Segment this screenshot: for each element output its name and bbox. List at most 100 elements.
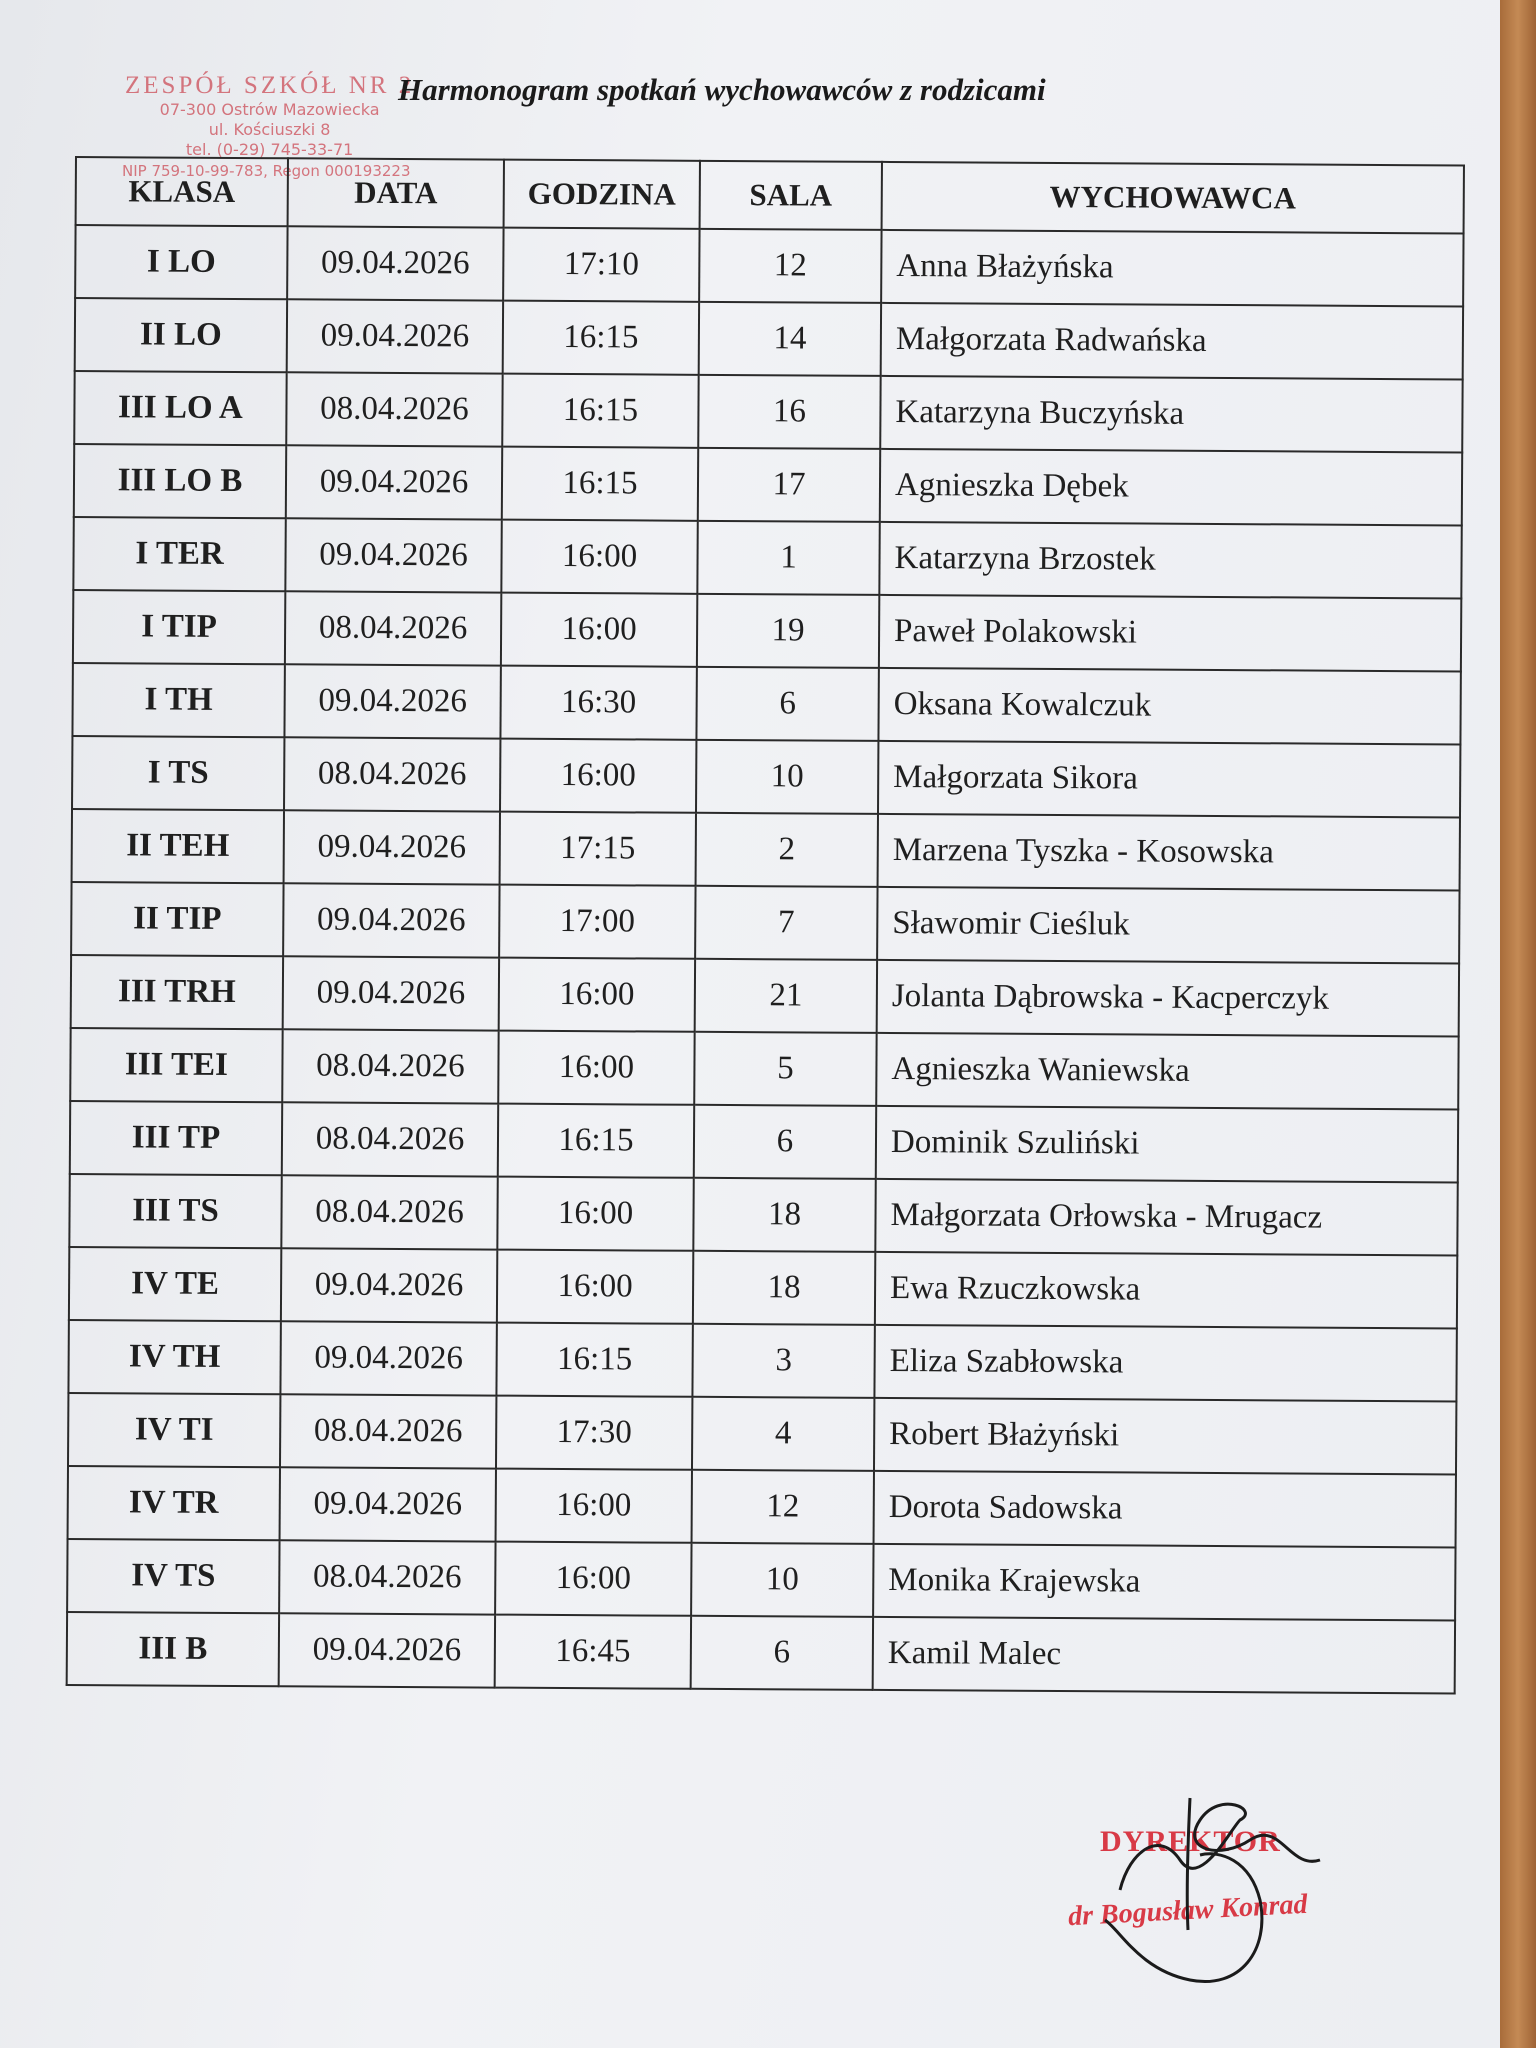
cell-klasa: IV TH bbox=[68, 1319, 281, 1395]
header-wychowawca: WYCHOWAWCA bbox=[881, 161, 1464, 234]
table-header-row: KLASA DATA GODZINA SALA WYCHOWAWCA bbox=[75, 157, 1464, 234]
cell-sala: 19 bbox=[696, 593, 880, 668]
stamp-street: ul. Kościuszki 8 bbox=[208, 120, 331, 139]
cell-klasa: III B bbox=[66, 1611, 280, 1687]
cell-wychowawca: Paweł Polakowski bbox=[878, 594, 1462, 672]
school-stamp: ZESPÓŁ SZKÓŁ NR 2 07-300 Ostrów Mazowiec… bbox=[122, 72, 415, 180]
cell-wychowawca: Sławomir Cieśluk bbox=[877, 886, 1460, 964]
cell-wychowawca: Katarzyna Buczyńska bbox=[880, 375, 1463, 453]
cell-godzina: 16:00 bbox=[495, 1541, 692, 1616]
stamp-school-name: ZESPÓŁ SZKÓŁ NR 2 bbox=[125, 72, 415, 99]
table-row: II TIP 09.04.2026 17:00 7 Sławomir Cieśluk bbox=[71, 881, 1460, 964]
cell-data: 08.04.2026 bbox=[279, 1540, 496, 1615]
cell-klasa: II TIP bbox=[71, 881, 284, 957]
cell-klasa: III TS bbox=[69, 1173, 282, 1249]
handwritten-signature bbox=[1104, 1797, 1321, 1983]
cell-data: 09.04.2026 bbox=[279, 1467, 496, 1542]
table-row: III LO A 08.04.2026 16:15 16 Katarzyna Buczy… bbox=[74, 371, 1463, 453]
cell-data: 08.04.2026 bbox=[281, 1175, 498, 1250]
table-row: III TP 08.04.2026 16:15 6 Dominik Szuliński bbox=[69, 1100, 1459, 1183]
cell-klasa: III LO A bbox=[74, 371, 287, 446]
table-row: III TEI 08.04.2026 16:00 5 Agnieszka Waniews… bbox=[70, 1027, 1459, 1110]
cell-klasa: IV TI bbox=[67, 1392, 281, 1468]
cell-wychowawca: Agnieszka Waniewska bbox=[876, 1032, 1459, 1110]
cell-data: 09.04.2026 bbox=[284, 664, 501, 739]
cell-sala: 2 bbox=[695, 812, 878, 887]
stamp-city: 07-300 Ostrów Mazowiecka bbox=[159, 100, 380, 119]
cell-klasa: IV TR bbox=[67, 1465, 280, 1541]
wooden-surface bbox=[1500, 0, 1536, 2048]
cell-godzina: 17:10 bbox=[503, 227, 700, 302]
cell-godzina: 16:15 bbox=[501, 446, 699, 521]
cell-data: 09.04.2026 bbox=[280, 1248, 498, 1323]
table-row: IV TR 09.04.2026 16:00 12 Dorota Sadowska bbox=[67, 1465, 1456, 1548]
cell-sala: 14 bbox=[698, 301, 882, 376]
cell-godzina: 16:15 bbox=[502, 300, 700, 375]
cell-klasa: IV TE bbox=[68, 1246, 282, 1322]
cell-wychowawca: Jolanta Dąbrowska - Kacperczyk bbox=[876, 959, 1460, 1037]
cell-klasa: I TER bbox=[73, 516, 286, 592]
cell-klasa: III TRH bbox=[70, 954, 284, 1030]
cell-data: 09.04.2026 bbox=[282, 956, 500, 1031]
cell-klasa: I TH bbox=[72, 662, 285, 738]
cell-godzina: 16:30 bbox=[500, 665, 697, 740]
cell-data: 09.04.2026 bbox=[280, 1321, 497, 1396]
cell-wychowawca: Monika Krajewska bbox=[873, 1543, 1456, 1621]
header-godzina: GODZINA bbox=[503, 159, 700, 229]
cell-sala: 10 bbox=[695, 739, 879, 814]
cell-sala: 18 bbox=[692, 1250, 876, 1325]
stamp-phone: tel. (0-29) 745-33-71 bbox=[185, 140, 354, 159]
cell-godzina: 16:00 bbox=[500, 592, 698, 667]
header-data: DATA bbox=[287, 158, 504, 228]
cell-wychowawca: Agnieszka Dębek bbox=[879, 448, 1463, 526]
cell-wychowawca: Eliza Szabłowska bbox=[874, 1324, 1457, 1402]
cell-sala: 6 bbox=[693, 1104, 877, 1179]
cell-data: 09.04.2026 bbox=[283, 883, 500, 958]
table-row: IV TE 09.04.2026 16:00 18 Ewa Rzuczkowska bbox=[68, 1246, 1458, 1329]
cell-godzina: 16:00 bbox=[496, 1249, 694, 1324]
cell-sala: 1 bbox=[697, 520, 880, 595]
cell-godzina: 16:00 bbox=[501, 519, 698, 594]
cell-sala: 3 bbox=[692, 1323, 875, 1398]
cell-wychowawca: Marzena Tyszka - Kosowska bbox=[877, 813, 1460, 891]
paper-sheet bbox=[0, 0, 1500, 2048]
table-row: II TEH 09.04.2026 17:15 2 Marzena Tyszka - K… bbox=[71, 808, 1460, 891]
header-klasa: KLASA bbox=[75, 157, 288, 227]
cell-wychowawca: Anna Błażyńska bbox=[881, 229, 1464, 307]
cell-godzina: 16:15 bbox=[502, 373, 699, 448]
table-row: I LO 09.04.2026 17:10 12 Anna Błażyńska bbox=[75, 225, 1464, 307]
table-row: I TH 09.04.2026 16:30 6 Oksana Kowalczuk bbox=[72, 662, 1461, 745]
cell-sala: 7 bbox=[695, 885, 878, 960]
cell-wychowawca: Małgorzata Radwańska bbox=[880, 302, 1464, 380]
table-row: IV TS 08.04.2026 16:00 10 Monika Krajewska bbox=[67, 1538, 1456, 1621]
cell-sala: 6 bbox=[696, 666, 879, 741]
cell-data: 08.04.2026 bbox=[282, 1029, 499, 1104]
cell-data: 08.04.2026 bbox=[284, 737, 501, 812]
cell-sala: 4 bbox=[691, 1396, 875, 1471]
stamp-nip: NIP 759-10-99-783, Regon 000193223 bbox=[122, 162, 411, 180]
cell-klasa: IV TS bbox=[67, 1538, 280, 1614]
cell-godzina: 16:45 bbox=[494, 1614, 692, 1689]
cell-klasa: III TP bbox=[69, 1100, 283, 1176]
cell-godzina: 17:15 bbox=[499, 811, 696, 886]
table-row: III TS 08.04.2026 16:00 18 Małgorzata Orłows… bbox=[69, 1173, 1458, 1256]
cell-godzina: 16:15 bbox=[496, 1322, 693, 1397]
cell-wychowawca: Dominik Szuliński bbox=[875, 1105, 1459, 1183]
cell-data: 08.04.2026 bbox=[279, 1394, 497, 1469]
cell-sala: 21 bbox=[694, 958, 878, 1033]
cell-wychowawca: Małgorzata Sikora bbox=[877, 740, 1461, 818]
cell-data: 09.04.2026 bbox=[286, 299, 504, 374]
cell-wychowawca: Katarzyna Brzostek bbox=[879, 521, 1462, 599]
cell-sala: 6 bbox=[690, 1615, 874, 1690]
cell-sala: 17 bbox=[697, 447, 881, 522]
cell-wychowawca: Ewa Rzuczkowska bbox=[874, 1251, 1458, 1329]
table-row: IV TH 09.04.2026 16:15 3 Eliza Szabłowska bbox=[68, 1319, 1457, 1402]
cell-sala: 10 bbox=[691, 1542, 874, 1617]
cell-godzina: 16:00 bbox=[498, 957, 696, 1032]
cell-data: 09.04.2026 bbox=[287, 226, 504, 301]
cell-godzina: 16:00 bbox=[495, 1468, 692, 1543]
cell-godzina: 16:00 bbox=[500, 738, 697, 813]
cell-godzina: 17:00 bbox=[499, 884, 696, 959]
table-row: III B 09.04.2026 16:45 6 Kamil Malec bbox=[66, 1611, 1456, 1694]
table-row: III TRH 09.04.2026 16:00 21 Jolanta Dąbrowsk… bbox=[70, 954, 1460, 1037]
